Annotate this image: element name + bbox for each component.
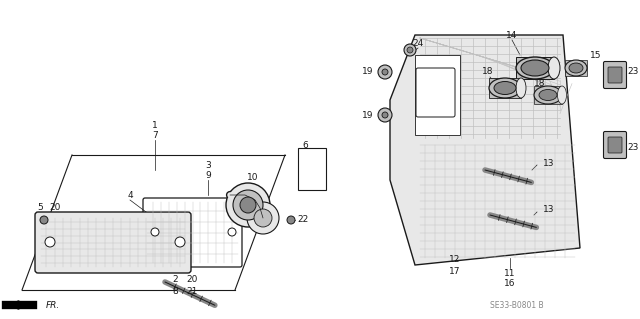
Circle shape	[175, 237, 185, 247]
Circle shape	[151, 228, 159, 236]
Text: 16: 16	[504, 279, 516, 288]
Ellipse shape	[565, 60, 587, 76]
Circle shape	[382, 69, 388, 75]
Text: 24: 24	[412, 39, 424, 48]
Text: 5: 5	[37, 203, 43, 211]
FancyBboxPatch shape	[35, 212, 191, 273]
Text: 13: 13	[543, 159, 554, 167]
Text: 4: 4	[127, 190, 133, 199]
Text: 20: 20	[186, 276, 198, 285]
FancyBboxPatch shape	[143, 198, 242, 267]
Ellipse shape	[516, 57, 554, 79]
Text: SE33-B0801 B: SE33-B0801 B	[490, 300, 543, 309]
FancyBboxPatch shape	[608, 67, 622, 83]
Text: 12: 12	[449, 256, 461, 264]
Text: 10: 10	[247, 174, 259, 182]
Text: 17: 17	[449, 266, 461, 276]
Circle shape	[254, 209, 272, 227]
Polygon shape	[390, 35, 580, 265]
Text: 14: 14	[506, 31, 518, 40]
Text: 15: 15	[590, 50, 602, 60]
Ellipse shape	[534, 86, 562, 104]
Bar	[516, 57, 554, 79]
Text: 13: 13	[543, 205, 554, 214]
Text: 19: 19	[362, 110, 373, 120]
Ellipse shape	[516, 78, 526, 98]
Text: 21: 21	[186, 286, 198, 295]
Text: 20: 20	[49, 203, 61, 211]
Text: 23: 23	[627, 68, 638, 77]
Text: 2: 2	[172, 276, 178, 285]
Bar	[534, 86, 562, 104]
Text: 1: 1	[152, 121, 158, 130]
Ellipse shape	[548, 57, 560, 79]
Circle shape	[233, 190, 263, 220]
Ellipse shape	[557, 86, 566, 104]
Circle shape	[407, 47, 413, 53]
Ellipse shape	[539, 90, 557, 100]
Text: 18: 18	[483, 68, 493, 77]
FancyBboxPatch shape	[604, 131, 627, 159]
Text: 23: 23	[627, 144, 638, 152]
Circle shape	[240, 197, 256, 213]
FancyBboxPatch shape	[416, 68, 455, 117]
Text: 3: 3	[205, 160, 211, 169]
FancyBboxPatch shape	[604, 62, 627, 88]
Circle shape	[247, 202, 279, 234]
Bar	[489, 78, 521, 98]
Bar	[565, 60, 587, 76]
Circle shape	[404, 44, 416, 56]
Circle shape	[45, 237, 55, 247]
Circle shape	[40, 216, 48, 224]
Text: 6: 6	[302, 140, 308, 150]
Text: 9: 9	[205, 170, 211, 180]
Ellipse shape	[569, 63, 583, 73]
Text: 8: 8	[172, 286, 178, 295]
Text: 19: 19	[362, 68, 373, 77]
Text: FR.: FR.	[46, 300, 60, 309]
Text: 7: 7	[152, 130, 158, 139]
Circle shape	[226, 183, 270, 227]
Circle shape	[378, 65, 392, 79]
Text: 22: 22	[297, 216, 308, 225]
Circle shape	[228, 228, 236, 236]
FancyBboxPatch shape	[608, 137, 622, 153]
Text: 11: 11	[504, 269, 516, 278]
Circle shape	[287, 216, 295, 224]
Ellipse shape	[521, 60, 549, 76]
Ellipse shape	[489, 78, 521, 98]
Ellipse shape	[494, 81, 516, 94]
Circle shape	[378, 108, 392, 122]
Bar	[298, 148, 326, 190]
Text: 18: 18	[534, 78, 546, 87]
Circle shape	[382, 112, 388, 118]
Polygon shape	[415, 55, 460, 135]
